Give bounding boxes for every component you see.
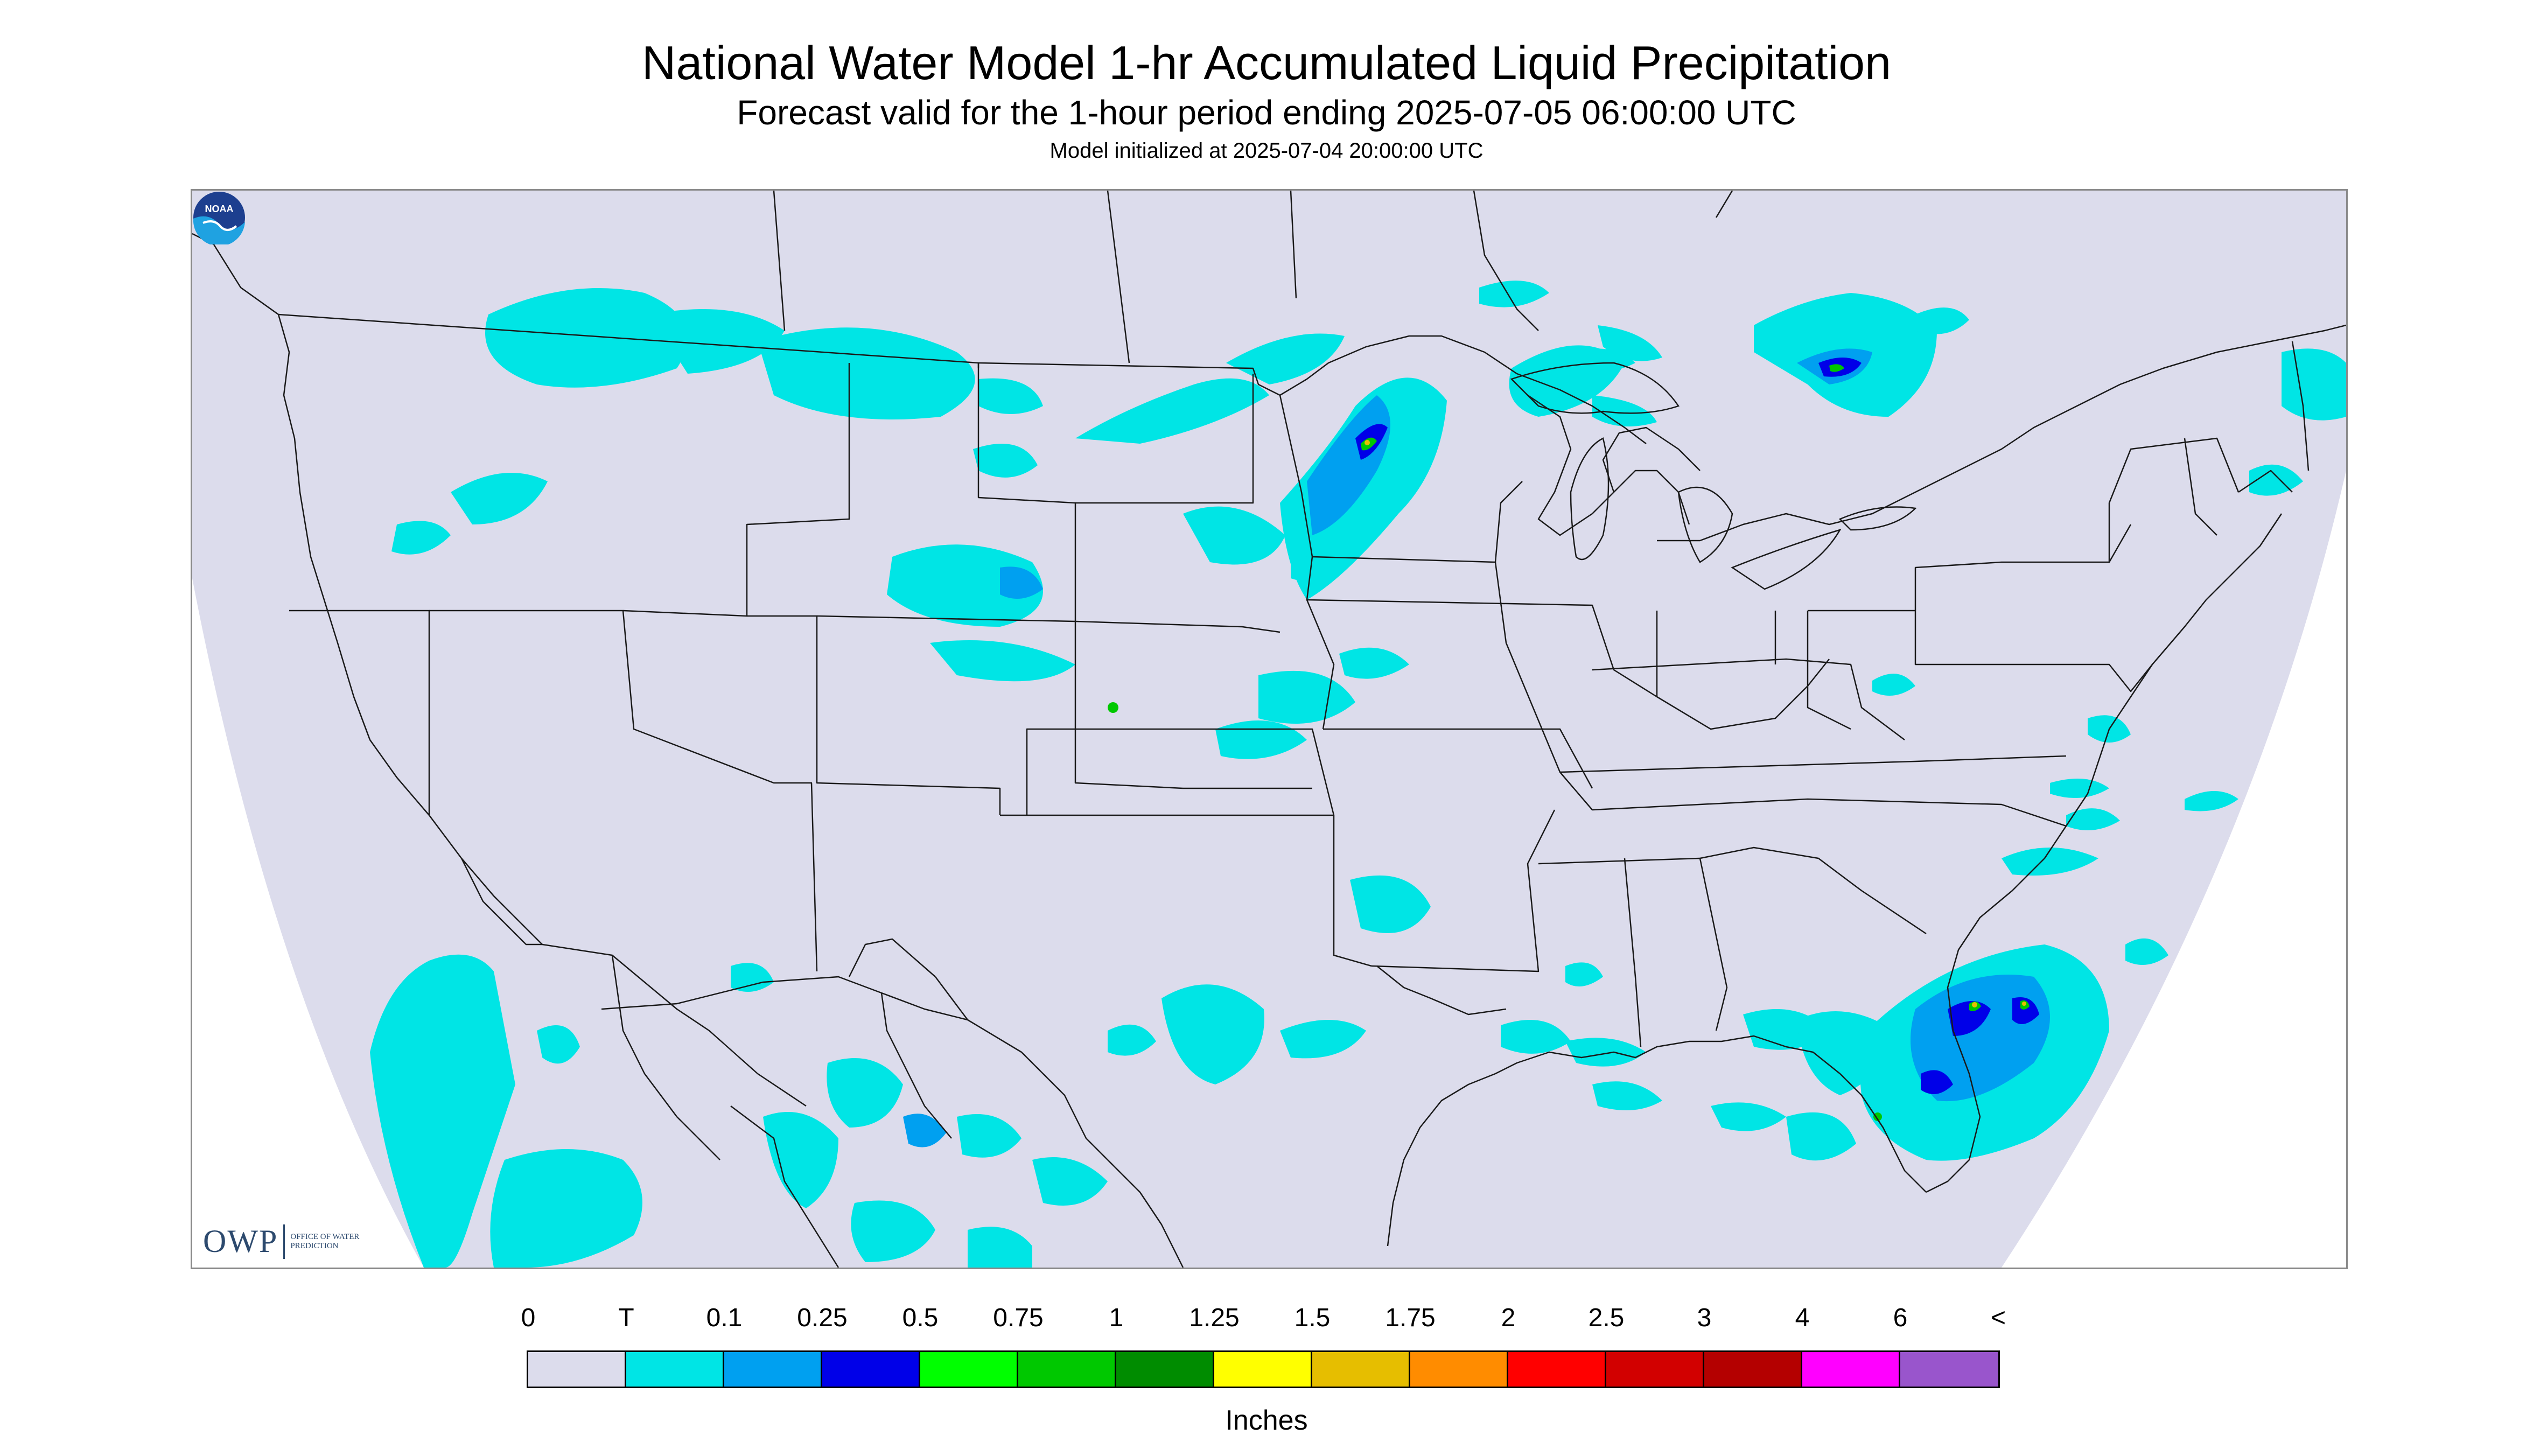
legend-swatch-12 [1704,1352,1802,1387]
legend-swatch-1 [626,1352,724,1387]
legend-tick-label: 0.1 [706,1304,743,1332]
legend-tick-label: 4 [1795,1304,1810,1332]
legend-swatch-2 [724,1352,822,1387]
legend-swatch-4 [920,1352,1018,1387]
map-title: National Water Model 1-hr Accumulated Li… [641,36,1892,89]
owp-logo-mark: OWP [203,1223,278,1259]
noaa-logo-icon: NOAA [193,192,245,244]
noaa-logo-text: NOAA [205,204,234,214]
owp-logo: OWP Office of Water Prediction [203,1223,366,1260]
legend-tick-label: < [1990,1304,2006,1332]
legend-tick-label: 2 [1501,1304,1516,1332]
legend-tick-label: 0.5 [902,1304,939,1332]
legend-tick-label: 2.5 [1588,1304,1625,1332]
legend-tick-label: 1.25 [1189,1304,1240,1332]
legend-tick-label: 0.75 [993,1304,1044,1332]
map-canvas [192,191,2346,1268]
model-init-line: Model initialized at 2025-07-04 20:00:00… [1049,139,1484,163]
legend-tick-labels: 0 T 0.1 0.25 0.5 0.75 1 1.25 1.5 1.75 2 2.5 3 4 6 < [521,1303,2013,1335]
legend-tick-label: 3 [1697,1304,1712,1332]
legend-tick-label: 0 [521,1304,536,1332]
legend-tick-label: T [618,1304,634,1332]
owp-logo-words: Office of Water Prediction [290,1232,360,1250]
legend-swatch-11 [1606,1352,1704,1387]
legend-swatch-14 [1900,1352,1998,1387]
legend-tick-label: 1.75 [1385,1304,1436,1332]
legend-swatch-13 [1802,1352,1900,1387]
legend-tick-label: 1.5 [1294,1304,1331,1332]
legend-tick-label: 6 [1893,1304,1908,1332]
legend-color-bar [527,1350,2000,1388]
legend-units: Inches [1225,1405,1308,1436]
legend-swatch-5 [1018,1352,1116,1387]
legend-swatch-10 [1508,1352,1606,1387]
owp-logo-divider [283,1224,285,1259]
great-lakes [1510,362,1917,590]
precipitation-map: OWP Office of Water Prediction NOAA [191,189,2348,1269]
legend-swatch-8 [1312,1352,1410,1387]
boundaries [192,191,2346,1268]
legend-swatch-9 [1410,1352,1508,1387]
legend-swatch-6 [1116,1352,1214,1387]
legend-swatch-0 [528,1352,626,1387]
legend-tick-label: 0.25 [797,1304,848,1332]
legend-swatch-7 [1214,1352,1312,1387]
legend-swatch-3 [822,1352,920,1387]
map-subtitle: Forecast valid for the 1-hour period end… [737,93,1796,132]
precip-peak-areas [1365,440,2026,1007]
legend-tick-label: 1 [1109,1304,1124,1332]
